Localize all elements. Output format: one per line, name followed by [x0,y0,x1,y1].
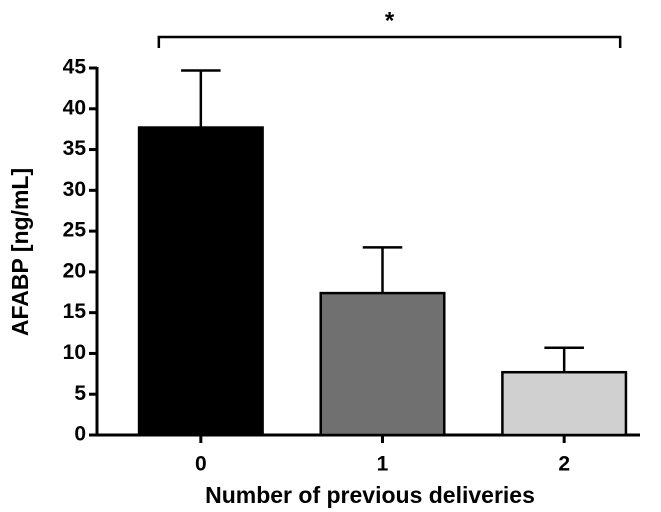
significance-bracket [157,35,622,48]
y-tick-label: 20 [63,259,86,282]
x-tick-label: 1 [377,453,389,476]
y-tick-label: 45 [63,56,87,79]
x-axis-title: Number of previous deliveries [205,482,535,508]
y-tick-label: 25 [63,219,87,242]
y-tick-label: 35 [63,137,87,160]
y-tick-label: 10 [63,341,86,364]
x-tick-label: 2 [558,453,570,476]
bar [319,291,446,437]
bar [501,370,628,437]
y-tick-label: 30 [63,178,86,201]
y-tick-label: 5 [74,382,86,405]
y-tick-label: 15 [63,300,87,323]
y-tick-label: 40 [63,96,86,119]
y-axis-title: AFABP [ng/mL] [7,168,33,336]
x-tick-label: 0 [195,453,207,476]
y-tick-label: 0 [74,423,86,446]
bar [137,126,264,437]
significance-label: * [385,7,395,34]
